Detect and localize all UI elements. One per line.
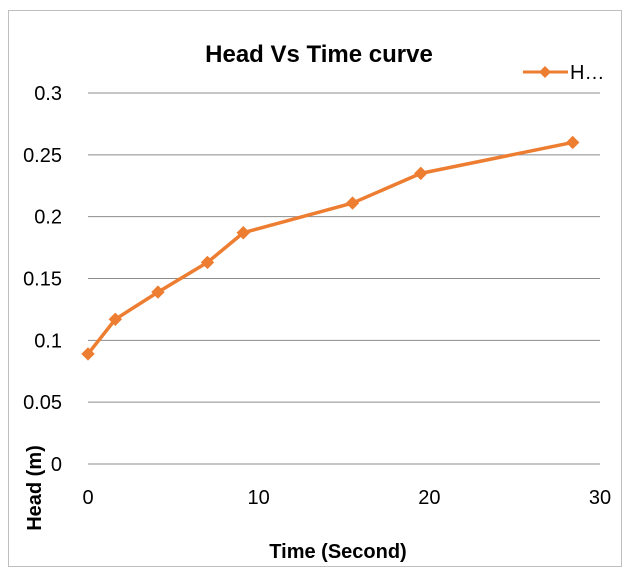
data-point bbox=[345, 196, 360, 210]
legend-marker bbox=[539, 66, 551, 78]
y-tick-label: 0.05 bbox=[23, 392, 62, 414]
y-axis-title: Head (m) bbox=[24, 445, 46, 531]
y-tick-label: 0.15 bbox=[23, 269, 62, 291]
series-layer bbox=[81, 135, 580, 361]
data-point bbox=[151, 285, 165, 299]
data-point bbox=[81, 347, 95, 361]
y-tick-label: 0.1 bbox=[34, 330, 62, 352]
x-axis-title: Time (Second) bbox=[269, 541, 406, 563]
legend-label: H… bbox=[570, 62, 604, 84]
series-line bbox=[86, 140, 574, 356]
data-point bbox=[565, 135, 580, 150]
data-point bbox=[236, 226, 251, 240]
data-point bbox=[414, 166, 428, 181]
y-tick-label: 0.25 bbox=[23, 145, 62, 167]
legend: H… bbox=[523, 62, 604, 84]
x-tick-label: 0 bbox=[82, 487, 93, 509]
data-point bbox=[200, 255, 215, 270]
x-tick-label: 20 bbox=[418, 487, 440, 509]
y-tick-label: 0.3 bbox=[34, 83, 62, 105]
x-tick-labels: 0 10 20 30 bbox=[82, 487, 611, 509]
x-tick-label: 10 bbox=[248, 487, 270, 509]
y-tick-labels: 0 0.05 0.1 0.15 0.2 0.25 0.3 bbox=[23, 83, 62, 476]
y-tick-label: 0.2 bbox=[34, 207, 62, 229]
gridlines bbox=[88, 92, 600, 403]
data-point bbox=[108, 312, 123, 327]
y-tick-label: 0 bbox=[51, 454, 62, 476]
x-tick-label: 30 bbox=[589, 487, 611, 509]
chart-title: Head Vs Time curve bbox=[205, 41, 433, 68]
chart-frame bbox=[8, 10, 622, 567]
